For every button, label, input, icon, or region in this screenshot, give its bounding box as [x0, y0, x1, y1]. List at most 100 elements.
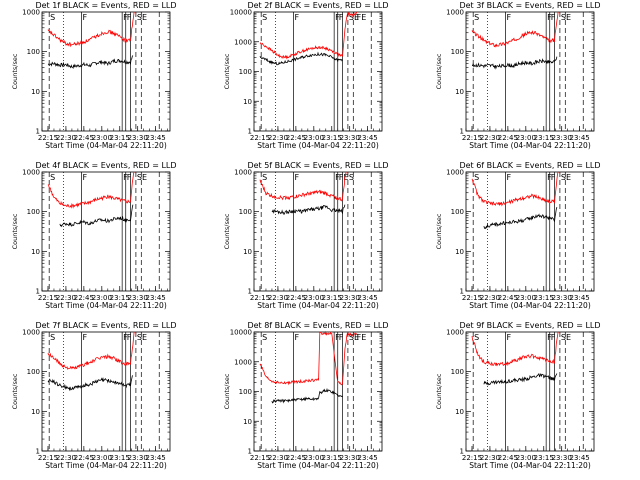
x-tick-label: 22:15: [38, 134, 58, 142]
x-tick-label: 23:00: [516, 294, 536, 302]
flag-label: S: [474, 333, 479, 342]
flag-label: S: [50, 13, 55, 22]
series-events-line: [59, 204, 134, 228]
flag-label: F: [294, 13, 299, 22]
series-events-line: [471, 56, 558, 70]
x-tick-label: 23:30: [340, 294, 360, 302]
x-tick-label: 22:45: [498, 294, 518, 302]
x-tick-label: 22:45: [498, 454, 518, 462]
y-tick-label: 10: [243, 418, 252, 426]
flag-label: SE: [137, 173, 147, 182]
x-tick-label: 22:15: [250, 294, 270, 302]
series-events-line: [259, 51, 343, 66]
panel-title: Det 3f BLACK = Events, RED = LLD: [459, 1, 600, 10]
series-lld-line: [471, 331, 559, 367]
flag-label: SE: [137, 13, 147, 22]
x-tick-label: 23:30: [340, 134, 360, 142]
x-tick-label: 22:15: [250, 134, 270, 142]
x-axis-label: Start Time (04-Mar-04 22:11:20): [257, 301, 379, 310]
panel-title: Det 4f BLACK = Events, RED = LLD: [35, 161, 176, 170]
x-tick-label: 22:30: [56, 134, 76, 142]
y-tick-label: 1000: [446, 169, 464, 177]
flag-label: S: [474, 13, 479, 22]
x-tick-label: 22:30: [480, 454, 500, 462]
y-tick-label: 100: [27, 368, 40, 376]
x-tick-label: 23:00: [304, 454, 324, 462]
panel-title: Det 7f BLACK = Events, RED = LLD: [35, 321, 176, 330]
x-tick-label: 22:30: [268, 454, 288, 462]
x-tick-label: 23:00: [516, 134, 536, 142]
series-events-line: [47, 55, 134, 70]
flag-label: FE: [357, 13, 367, 22]
y-tick-label: 10: [31, 408, 40, 416]
x-axis-label: Start Time (04-Mar-04 22:11:20): [45, 461, 167, 470]
flag-label: F: [82, 333, 87, 342]
y-tick-label: 10: [31, 248, 40, 256]
x-axis-label: Start Time (04-Mar-04 22:11:20): [469, 301, 591, 310]
flag-label: F: [506, 13, 511, 22]
flag-label: F: [335, 333, 340, 342]
x-tick-label: 22:45: [286, 294, 306, 302]
y-tick-label: 1000: [234, 358, 252, 366]
flag-label: SE: [561, 13, 571, 22]
series-lld-line: [47, 171, 135, 209]
y-tick-label: 100: [27, 48, 40, 56]
series-lld-line: [47, 11, 135, 48]
x-tick-label: 23:00: [92, 454, 112, 462]
panel-title: Det 2f BLACK = Events, RED = LLD: [247, 1, 388, 10]
panel-title: Det 8f BLACK = Events, RED = LLD: [247, 321, 388, 330]
x-tick-label: 22:15: [38, 294, 58, 302]
x-axis-label: Start Time (04-Mar-04 22:11:20): [469, 141, 591, 150]
x-axis-label: Start Time (04-Mar-04 22:11:20): [45, 141, 167, 150]
x-tick-label: 23:30: [552, 134, 572, 142]
y-axis-label: Counts/sec: [435, 53, 443, 89]
y-tick-label: 1: [460, 288, 464, 296]
series-lld-line: [259, 171, 347, 202]
x-tick-label: 23:15: [322, 294, 342, 302]
y-tick-label: 10: [243, 98, 252, 106]
flag-label: F: [551, 333, 556, 342]
flag-label: F: [123, 13, 128, 22]
flag-label: F: [123, 173, 128, 182]
y-tick-label: 1: [248, 448, 252, 456]
flag-label: F: [547, 333, 552, 342]
plot-frame: [465, 331, 595, 452]
y-tick-label: 100: [27, 208, 40, 216]
series-lld-line: [259, 330, 358, 386]
x-axis-label: Start Time (04-Mar-04 22:11:20): [257, 141, 379, 150]
y-tick-label: 1000: [22, 329, 40, 337]
flag-label: F: [127, 13, 132, 22]
y-tick-label: 1000: [234, 38, 252, 46]
x-tick-label: 23:45: [146, 294, 166, 302]
x-tick-label: 23:15: [322, 134, 342, 142]
flag-label: S: [349, 173, 354, 182]
flag-label: SE: [137, 333, 147, 342]
flag-label: F: [339, 13, 344, 22]
flag-label: S: [50, 173, 55, 182]
y-tick-label: 1000: [22, 169, 40, 177]
x-tick-label: 22:45: [74, 134, 94, 142]
x-tick-label: 23:00: [304, 134, 324, 142]
y-tick-label: 1: [460, 448, 464, 456]
flag-label: F: [127, 333, 132, 342]
x-tick-label: 22:30: [480, 134, 500, 142]
x-tick-label: 23:45: [146, 134, 166, 142]
flag-label: F: [339, 333, 344, 342]
y-tick-label: 1: [460, 128, 464, 136]
y-tick-label: 1000: [446, 9, 464, 17]
flag-label: S: [262, 13, 267, 22]
x-tick-label: 22:30: [480, 294, 500, 302]
y-axis-label: Counts/sec: [11, 373, 19, 409]
flag-label: F: [506, 333, 511, 342]
flag-label: F: [506, 173, 511, 182]
x-tick-label: 23:00: [92, 134, 112, 142]
y-axis-label: Counts/sec: [223, 373, 231, 409]
series-lld-line: [471, 11, 559, 48]
flag-label: F: [82, 13, 87, 22]
y-axis-label: Counts/sec: [223, 213, 231, 249]
plot-frame: [41, 171, 171, 292]
y-tick-label: 10: [243, 248, 252, 256]
